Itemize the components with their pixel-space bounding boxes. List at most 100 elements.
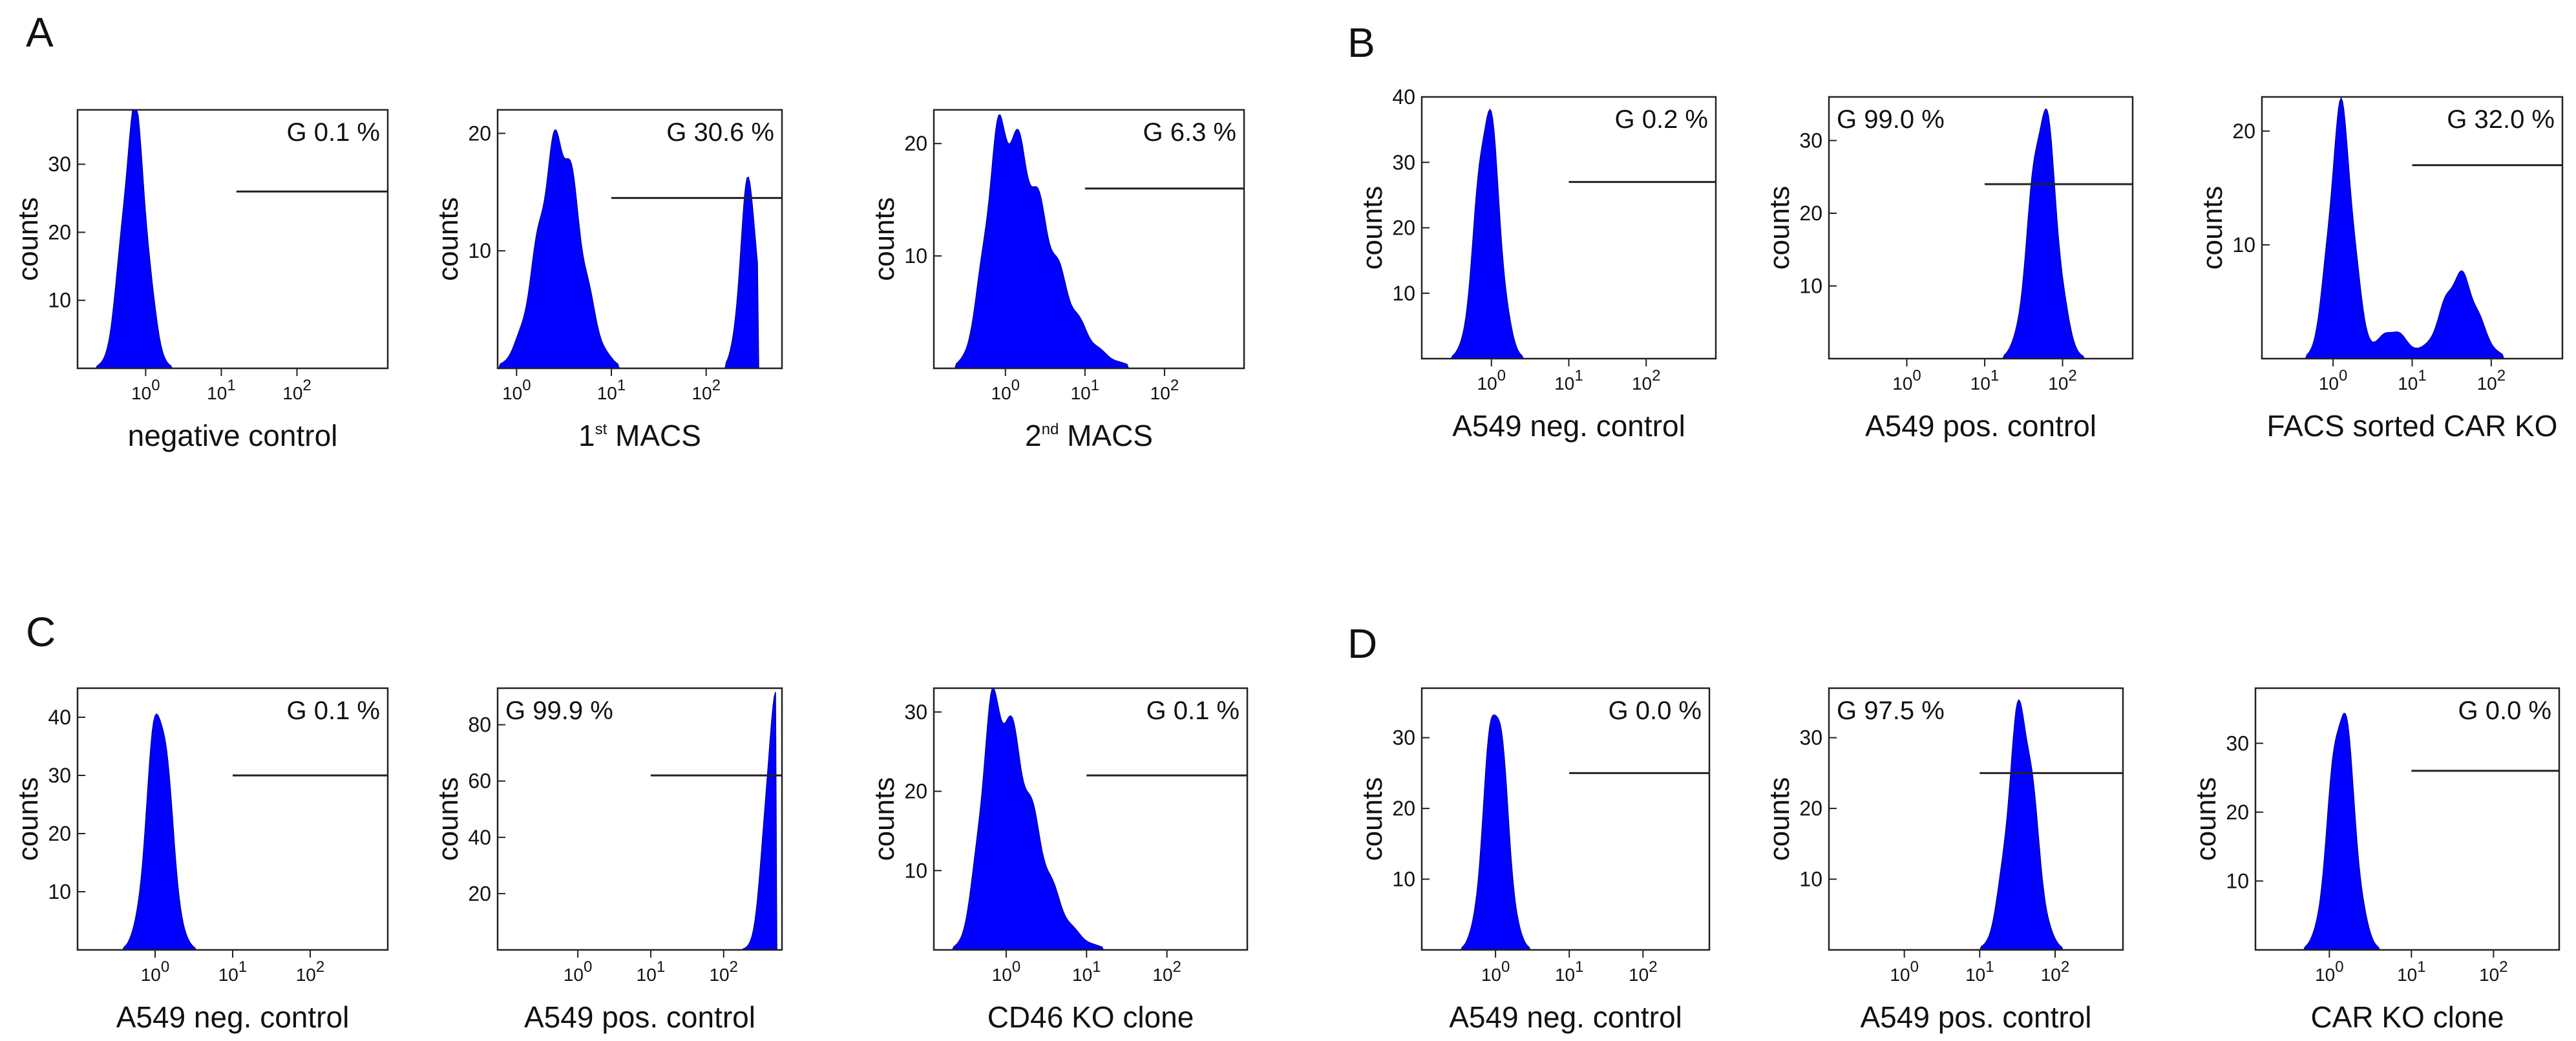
y-tick-label: 20: [1392, 216, 1415, 240]
x-tick-label: 101: [597, 377, 626, 403]
x-axis-label: CD46 KO clone: [987, 1000, 1194, 1034]
gate-label: G 0.0 %: [2458, 697, 2551, 725]
gate-label: G 30.6 %: [666, 118, 774, 147]
y-tick-label: 30: [1392, 151, 1415, 174]
plot-D-1: G 0.0 % 10 20 30 100 101 102 counts A549 neg. co…: [1357, 687, 1711, 1034]
histogram: [2255, 713, 2559, 951]
x-axis-label: A549 neg. control: [1449, 1000, 1682, 1034]
y-tick-label: 30: [1392, 726, 1415, 750]
x-tick-label: 100: [1890, 958, 1919, 985]
y-tick-label: 10: [1799, 868, 1822, 891]
y-tick-label: 40: [468, 826, 491, 849]
y-tick-label: 40: [48, 706, 71, 729]
x-axis-label: CAR KO clone: [2310, 1000, 2504, 1034]
y-tick-label: 20: [904, 780, 927, 803]
x-tick-label: 102: [2477, 367, 2506, 394]
y-tick-label: 20: [2232, 120, 2255, 143]
plot-C-1: G 0.1 % 10 20 30 40 100 101 102 counts A549 neg. …: [12, 687, 389, 1034]
x-tick-label: 101: [1970, 367, 2000, 394]
x-tick-label: 100: [992, 958, 1021, 985]
y-axis-label: counts: [869, 197, 900, 281]
histogram: [934, 114, 1244, 369]
y-tick-label: 30: [48, 152, 71, 176]
x-tick-label: 102: [2048, 367, 2077, 394]
x-axis-label: A549 pos. control: [1865, 409, 2096, 443]
x-axis-label: 1st MACS: [578, 419, 701, 452]
y-axis-label: counts: [1357, 186, 1388, 270]
y-axis-label: counts: [432, 777, 464, 861]
y-tick-label: 10: [48, 880, 71, 903]
gate-label: G 0.1 %: [286, 697, 380, 725]
gate-label: G 0.1 %: [1146, 697, 1240, 725]
x-tick-label: 101: [1554, 367, 1583, 394]
y-tick-label: 20: [1799, 202, 1822, 225]
y-tick-label: 20: [1392, 797, 1415, 820]
x-tick-label: 101: [1965, 958, 1994, 985]
x-tick-label: 101: [1071, 377, 1100, 403]
y-tick-label: 30: [904, 700, 927, 724]
plot-C-2: G 99.9 % 20 40 60 80 100 101 102 counts A549 pos.…: [432, 687, 783, 1034]
y-tick-label: 30: [48, 764, 71, 787]
y-tick-label: 10: [468, 239, 491, 262]
x-tick-label: 100: [564, 958, 593, 985]
plot-B-2: G 99.0 % 10 20 30 100 101 102 counts A549 pos. c…: [1764, 96, 2134, 443]
y-axis-label: counts: [2197, 186, 2228, 270]
y-tick-label: 10: [2232, 233, 2255, 257]
y-tick-label: 20: [48, 822, 71, 845]
gate-label: G 0.1 %: [286, 118, 380, 147]
y-tick-label: 20: [2226, 801, 2249, 824]
plot-D-2: G 97.5 % 10 20 30 100 101 102 counts A549 pos. c…: [1764, 687, 2124, 1034]
y-tick-label: 20: [48, 220, 71, 244]
panel-label-D: D: [1347, 620, 1377, 667]
y-tick-label: 20: [468, 882, 491, 905]
y-tick-label: 10: [48, 289, 71, 312]
histogram: [1422, 109, 1716, 359]
x-tick-label: 100: [502, 377, 531, 403]
x-tick-label: 100: [1481, 958, 1510, 985]
x-tick-label: 100: [1892, 367, 1921, 394]
plot-frame: [933, 109, 1245, 370]
x-axis-label: negative control: [128, 419, 338, 452]
gate-label: G 32.0 %: [2447, 105, 2555, 134]
y-tick-label: 10: [1392, 868, 1415, 891]
plot-frame: [1828, 96, 2134, 360]
x-tick-label: 100: [2315, 958, 2344, 985]
x-tick-label: 102: [282, 377, 311, 403]
y-tick-label: 30: [2226, 731, 2249, 755]
y-axis-label: counts: [869, 777, 900, 861]
x-tick-label: 101: [218, 958, 248, 985]
plot-frame: [76, 109, 389, 370]
plot-frame: [933, 687, 1249, 951]
plot-frame: [1420, 687, 1711, 951]
panel-label-B: B: [1347, 19, 1375, 66]
y-tick-label: 10: [904, 859, 927, 882]
gate-label: G 99.0 %: [1837, 105, 1945, 134]
x-tick-label: 102: [1632, 367, 1661, 394]
gate-label: G 6.3 %: [1143, 118, 1236, 147]
y-tick-label: 20: [1799, 797, 1822, 820]
x-tick-label: 101: [1072, 958, 1101, 985]
x-tick-label: 101: [1555, 958, 1584, 985]
x-tick-label: 101: [637, 958, 666, 985]
plot-frame: [2254, 687, 2560, 951]
plot-A-2: G 30.6 % 10 20 100 101 102 counts 1st MACS: [432, 109, 783, 452]
y-axis-label: counts: [2190, 777, 2222, 861]
x-tick-label: 102: [296, 958, 325, 985]
plot-frame: [496, 109, 783, 370]
x-tick-label: 101: [2397, 958, 2426, 985]
y-tick-label: 10: [2226, 869, 2249, 892]
histogram: [1829, 108, 2133, 359]
x-tick-label: 100: [141, 958, 170, 985]
histogram: [934, 688, 1247, 951]
plot-B-1: G 0.2 % 10 20 30 40 100 101 102 counts A549 neg. …: [1357, 85, 1717, 443]
histogram: [1422, 714, 1709, 951]
x-axis-label: FACS sorted CAR KO: [2267, 409, 2558, 443]
y-axis-label: counts: [1764, 777, 1795, 861]
x-tick-label: 102: [692, 377, 721, 403]
x-tick-label: 101: [2398, 367, 2427, 394]
gate-label: G 0.2 %: [1614, 105, 1708, 134]
x-axis-label: A549 neg. control: [116, 1000, 350, 1034]
y-tick-label: 20: [904, 132, 927, 155]
y-tick-label: 10: [904, 244, 927, 268]
